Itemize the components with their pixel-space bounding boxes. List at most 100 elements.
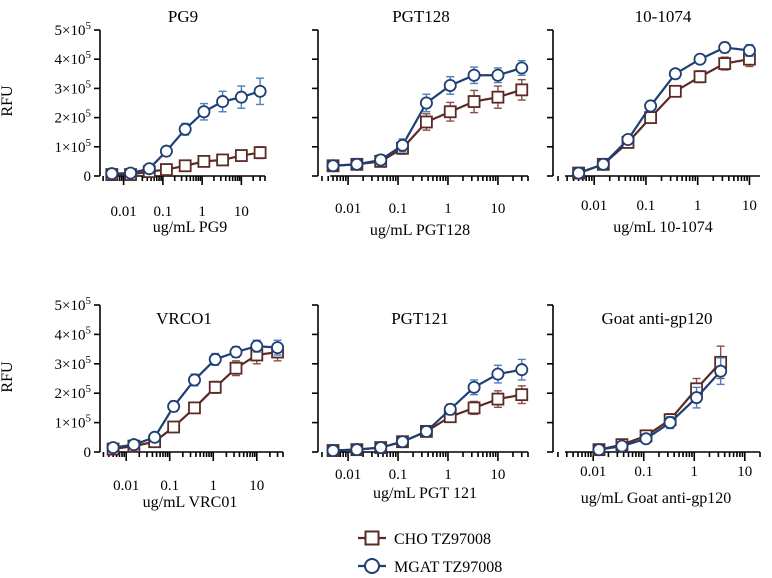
legend-label-cho: CHO TZ97008 xyxy=(394,531,491,548)
data-point-circle xyxy=(467,68,481,82)
data-point-circle xyxy=(491,367,505,381)
series-cho-line xyxy=(112,350,278,451)
data-point-circle xyxy=(443,402,457,416)
circle-marker-icon xyxy=(364,558,380,574)
data-point-circle xyxy=(124,166,138,180)
data-point-circle xyxy=(644,99,658,113)
data-point-circle xyxy=(127,438,141,452)
data-point-circle xyxy=(105,167,119,181)
data-point-circle xyxy=(216,95,230,109)
y-tick-label: 0 xyxy=(84,169,92,185)
data-point-square xyxy=(253,146,267,160)
data-point-circle xyxy=(639,432,653,446)
panel-title: 10-1074 xyxy=(635,7,692,26)
x-axis xyxy=(557,175,760,185)
data-point-square xyxy=(167,420,181,434)
panel-title: PGT121 xyxy=(391,309,449,328)
series-mgat-line xyxy=(332,368,522,452)
data-point-circle xyxy=(693,52,707,66)
x-tick-label: 10 xyxy=(737,464,752,480)
series-mgat xyxy=(106,339,285,455)
x-tick-labels: 0.01 0.1 1 10 xyxy=(580,464,752,480)
series-mgat xyxy=(105,77,267,181)
x-axis-label: ug/mL Goat anti-gp120 xyxy=(581,490,732,507)
x-tick-label: 0.1 xyxy=(637,198,656,214)
data-point-square xyxy=(718,57,732,70)
data-point-circle xyxy=(167,399,181,413)
data-point-square xyxy=(693,70,707,84)
data-point-circle xyxy=(742,43,756,57)
data-point-square xyxy=(467,401,481,415)
x-axis-label: ug/mL PG9 xyxy=(153,219,228,236)
x-tick-label: 0.01 xyxy=(113,478,139,494)
data-point-circle xyxy=(419,96,433,110)
data-point-circle xyxy=(253,84,267,98)
series-mgat xyxy=(326,358,529,458)
data-point-square xyxy=(420,115,433,129)
data-point-circle xyxy=(668,67,682,81)
data-point-circle xyxy=(159,144,173,158)
x-axis xyxy=(102,451,284,461)
data-point-circle xyxy=(197,105,211,119)
data-point-circle xyxy=(148,430,162,444)
x-tick-label: 10 xyxy=(249,478,264,494)
series-cho xyxy=(592,345,728,457)
x-tick-label: 0.1 xyxy=(634,464,653,480)
x-tick-labels: 0.01 0.1 1 10 xyxy=(581,198,757,214)
data-point-circle xyxy=(350,157,364,171)
x-axis xyxy=(321,175,529,185)
x-tick-labels: 0.01 0.1 1 10 xyxy=(111,204,249,220)
data-point-square xyxy=(443,105,457,119)
series-marks xyxy=(326,59,529,173)
data-point-circle xyxy=(350,443,364,457)
data-point-square xyxy=(668,84,682,98)
data-point-circle xyxy=(419,424,433,438)
data-point-square xyxy=(188,401,201,415)
series-cho-line xyxy=(598,361,722,451)
data-point-circle xyxy=(326,159,340,173)
series-cho-line xyxy=(578,58,750,175)
legend-item-cho: CHO TZ97008 xyxy=(358,530,491,548)
y-tick-label: 1×105 xyxy=(55,413,92,432)
x-tick-labels: 0.01 0.1 1 10 xyxy=(335,467,505,483)
x-axis xyxy=(557,451,761,461)
data-point-square xyxy=(160,163,173,176)
x-tick-label: 10 xyxy=(490,201,505,217)
data-point-circle xyxy=(621,132,635,146)
data-point-circle xyxy=(178,122,192,136)
data-point-circle xyxy=(515,61,529,75)
y-tick-label: 4×105 xyxy=(55,324,92,343)
series-mgat xyxy=(592,357,728,457)
x-tick-label: 1 xyxy=(198,204,206,220)
data-point-circle xyxy=(208,352,222,366)
data-point-circle xyxy=(106,441,120,455)
data-point-circle xyxy=(592,443,606,457)
y-tick-label: 0 xyxy=(84,445,92,461)
data-point-circle xyxy=(326,444,340,458)
x-tick-label: 1 xyxy=(444,201,452,217)
legend-label-mgat: MGAT TZ97008 xyxy=(394,559,502,576)
data-point-circle xyxy=(572,166,586,180)
data-point-circle xyxy=(396,138,410,152)
panel-title: PG9 xyxy=(168,7,198,26)
series-cho xyxy=(106,342,284,456)
x-axis-label: ug/mL VRC01 xyxy=(143,494,238,511)
data-point-square xyxy=(216,153,230,167)
x-tick-labels: 0.01 0.1 1 10 xyxy=(335,201,505,217)
y-axis xyxy=(94,29,101,177)
series-marks xyxy=(326,358,529,458)
data-point-circle xyxy=(374,153,388,167)
panel-title: VRCO1 xyxy=(156,309,212,328)
y-axis-label: RFU xyxy=(0,85,16,117)
data-point-circle xyxy=(663,416,677,430)
chart-panel-pgt121: PGT121 0.01 0.1 1 10 ug/mL PGT 121 xyxy=(312,304,529,502)
data-point-square xyxy=(229,361,243,375)
y-tick-label: 2×105 xyxy=(55,383,92,402)
data-point-circle xyxy=(234,90,248,104)
data-point-circle xyxy=(491,68,505,82)
data-point-square xyxy=(491,90,505,104)
data-point-circle xyxy=(718,41,732,55)
y-tick-labels: 0 1×105 2×105 3×105 4×105 5×105 xyxy=(55,295,92,461)
series-marks xyxy=(572,41,756,180)
x-tick-label: 10 xyxy=(234,204,249,220)
